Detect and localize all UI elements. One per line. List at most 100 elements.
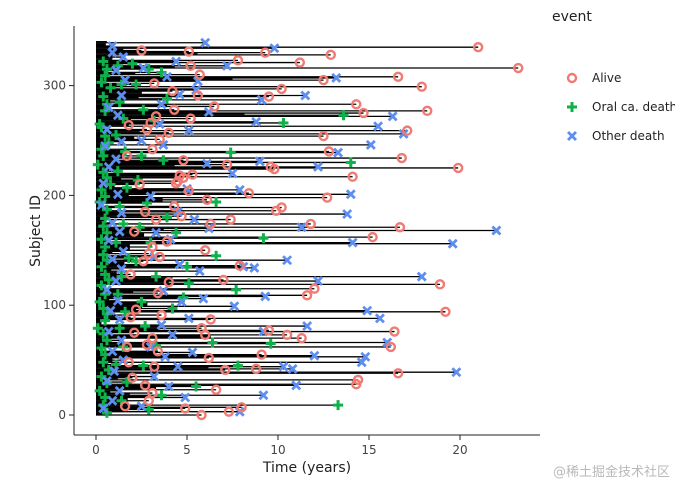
other-death-marker [103,326,114,337]
alive-marker [440,306,451,317]
y-tick-label: 200 [43,188,66,202]
other-death-marker [112,295,123,306]
oral-ca-death-marker [207,337,218,348]
alive-marker [123,357,134,368]
axes [73,26,540,436]
other-death-marker [260,291,271,302]
other-death-marker [365,139,376,150]
other-death-marker [227,168,238,179]
alive-marker [169,201,180,212]
alive-marker [174,170,185,181]
alive-marker [130,304,142,315]
alive-marker [154,251,165,263]
other-death-marker [333,147,344,158]
alive-marker [218,274,229,286]
oral-ca-death-marker [94,296,105,307]
oral-ca-death-marker [98,221,109,232]
other-death-marker [107,217,118,228]
alive-marker [196,409,207,421]
alive-marker [169,104,180,115]
alive-marker [416,81,427,92]
other-death-marker [200,37,211,48]
other-death-marker [161,71,172,82]
alive-marker [167,85,178,97]
other-death-marker [116,90,127,101]
alive-marker [263,325,275,336]
other-death-marker [374,313,385,324]
other-death-marker [174,259,185,270]
other-death-marker [447,238,458,249]
alive-marker [513,62,524,74]
other-death-marker [416,271,427,282]
y-tick-label: 300 [43,79,66,93]
alive-marker [134,179,145,190]
y-tick-label: 100 [43,298,66,312]
other-death-marker [136,401,147,412]
alive-marker [325,49,336,61]
alive-marker [296,332,307,344]
alive-marker [199,245,211,256]
other-death-marker [136,135,147,146]
alive-marker [139,380,151,391]
other-death-marker [171,56,182,67]
other-death-marker [167,329,178,340]
other-death-marker [116,263,127,274]
alive-marker [163,276,175,288]
other-death-marker [112,189,123,200]
other-death-marker [163,381,174,392]
other-death-marker [107,47,118,58]
alive-marker [119,401,131,412]
oral-ca-death-marker [138,360,149,371]
other-death-marker [103,102,114,113]
oral-ca-death-marker [101,64,112,75]
other-death-marker [362,305,373,316]
other-death-marker [183,125,194,136]
alive-marker [179,403,191,414]
alive-marker [138,256,149,267]
other-death-marker [151,227,162,238]
oral-ca-death-marker [211,196,222,207]
oral-ca-death-marker [92,323,103,334]
alive-marker [121,150,133,162]
oral-ca-death-marker [278,117,289,128]
x-tick-label: 15 [361,443,376,457]
oral-ca-death-marker [131,79,142,90]
other-death-marker [222,60,233,71]
other-death-marker [98,403,109,414]
other-death-marker [382,337,393,348]
oral-ca-death-marker [105,179,116,190]
alive-marker [156,309,167,321]
alive-marker [163,127,175,139]
alive-marker [318,130,329,142]
oral-ca-death-marker [140,321,151,332]
alive-marker [294,57,306,68]
oral-ca-death-marker [96,77,107,88]
other-death-marker [98,178,109,189]
other-death-marker [103,235,114,246]
oral-ca-death-marker [171,227,182,238]
legend-alive-symbol [566,72,578,84]
oral-ca-death-marker [158,155,169,166]
oral-ca-death-marker [211,250,222,261]
other-death-marker [118,246,129,257]
other-death-marker [111,276,122,287]
alive-marker [256,349,267,360]
alive-marker [125,269,136,280]
alive-marker [358,107,369,119]
alive-marker [452,162,464,174]
x-tick-label: 20 [452,443,467,457]
alive-marker [422,105,433,117]
other-death-marker [114,385,125,396]
other-death-marker [183,313,194,324]
oral-ca-death-marker [156,67,167,78]
oral-ca-death-marker [167,303,178,314]
oral-ca-death-marker [112,289,123,300]
alive-marker [309,283,320,294]
other-death-marker [291,380,302,391]
alive-marker [127,372,138,383]
other-death-marker [373,121,384,132]
alive-marker [434,279,446,290]
oral-ca-death-marker [121,182,132,193]
other-death-marker [278,361,289,372]
